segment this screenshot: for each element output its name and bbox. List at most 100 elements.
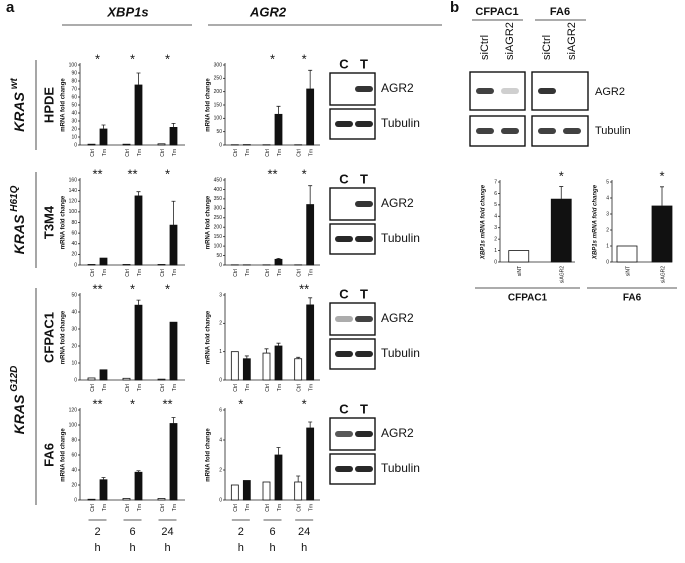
y-tick-label: 150 [214,234,223,240]
lane-label: siCtrl [479,35,491,60]
bar [262,481,271,501]
error-bar [308,297,313,305]
significance: ** [127,166,137,181]
y-axis-label: mRNA fold change [61,78,67,132]
y-tick-label: 40 [71,309,77,315]
time-unit: h [269,542,275,554]
lane-label: C [339,171,349,186]
y-tick-label: 100 [214,116,223,122]
y-tick-label: 40 [71,467,77,473]
y-tick-label: 6 [219,407,222,413]
bar [169,423,178,501]
blot-band [501,88,519,94]
significance: ** [267,166,277,181]
bar [99,479,108,501]
y-axis-label: XBP1s mRNA fold change [481,184,487,260]
bar [294,481,303,501]
time-unit: h [129,542,135,554]
x-tick-label: Tm [102,269,108,276]
cell-line-label: CFPAC1 [41,312,56,363]
y-tick-label: 60 [71,230,77,236]
bar [169,321,178,381]
significance: * [130,281,135,296]
x-tick-label: Ctrl [296,149,302,157]
y-tick-label: 10 [71,360,77,366]
y-tick-label: 100 [69,209,78,215]
x-tick-label: Ctrl [90,149,96,157]
blot-band [335,236,353,242]
x-tick-label: Ctrl [90,384,96,392]
bar [274,454,283,501]
bar [157,498,166,501]
y-tick-label: 80 [71,220,77,226]
y-tick-label: 350 [214,196,223,202]
y-tick-label: 1 [494,248,497,254]
error-bar [136,191,141,196]
x-tick-label: siNT [517,266,523,276]
x-tick-label: Tm [308,504,314,511]
bar [294,358,303,381]
protein-label: Tubulin [381,231,420,245]
x-tick-label: Tm [102,384,108,391]
y-tick-label: 1 [219,349,222,355]
x-tick-label: Tm [172,269,178,276]
cell-line-header: CFPAC1 [475,6,518,18]
y-tick-label: 5 [606,179,609,185]
x-tick-label: Ctrl [233,149,239,157]
bar [134,471,143,501]
protein-label: AGR2 [381,426,414,440]
y-tick-label: 3 [606,211,609,217]
x-tick-label: Tm [245,504,251,511]
error-bar [136,299,141,306]
bar [651,205,673,263]
x-tick-label: Ctrl [233,504,239,512]
x-tick-label: Ctrl [90,504,96,512]
time-unit: h [238,542,244,554]
time-label: 6 [269,526,275,538]
error-bar [308,69,313,89]
y-tick-label: 300 [214,62,223,68]
error-bar [101,124,106,129]
bar [157,264,166,266]
y-tick-label: 50 [216,129,222,135]
y-tick-label: 200 [214,225,223,231]
bar [122,498,131,501]
y-tick-label: 10 [71,134,77,140]
x-tick-label: Ctrl [160,504,166,512]
bar [550,198,572,263]
y-tick-label: 2 [606,227,609,233]
y-axis-label: mRNA fold change [61,428,67,482]
x-tick-label: Tm [137,384,143,391]
variant: H61Q [9,185,20,211]
blot-band [355,466,373,472]
axis [79,63,185,146]
y-axis-label: mRNA fold change [61,310,67,364]
x-tick-label: Ctrl [125,149,131,157]
lane-label: siAGR2 [504,22,516,60]
significance: ** [162,396,172,411]
x-axis-label: CFPAC1 [508,293,548,304]
y-tick-label: 80 [71,437,77,443]
blot-band [355,86,373,92]
bar [616,245,638,263]
bar [306,204,315,266]
bar [306,304,315,381]
y-tick-label: 100 [214,243,223,249]
bar [122,264,131,266]
significance: * [165,51,170,66]
significance: * [270,51,275,66]
axis [224,408,320,501]
x-tick-label: Ctrl [265,269,271,277]
error-bar [308,421,313,428]
blot-band [335,316,353,322]
x-tick-label: Tm [172,504,178,511]
x-tick-label: Tm [102,504,108,511]
blot-band [335,466,353,472]
panel-label: a [6,0,15,16]
gene-name: KRAS [11,92,27,132]
blot-band [501,128,519,134]
x-tick-label: Tm [172,149,178,156]
blot-band [355,351,373,357]
error-bar [276,105,281,115]
x-tick-label: Tm [137,504,143,511]
